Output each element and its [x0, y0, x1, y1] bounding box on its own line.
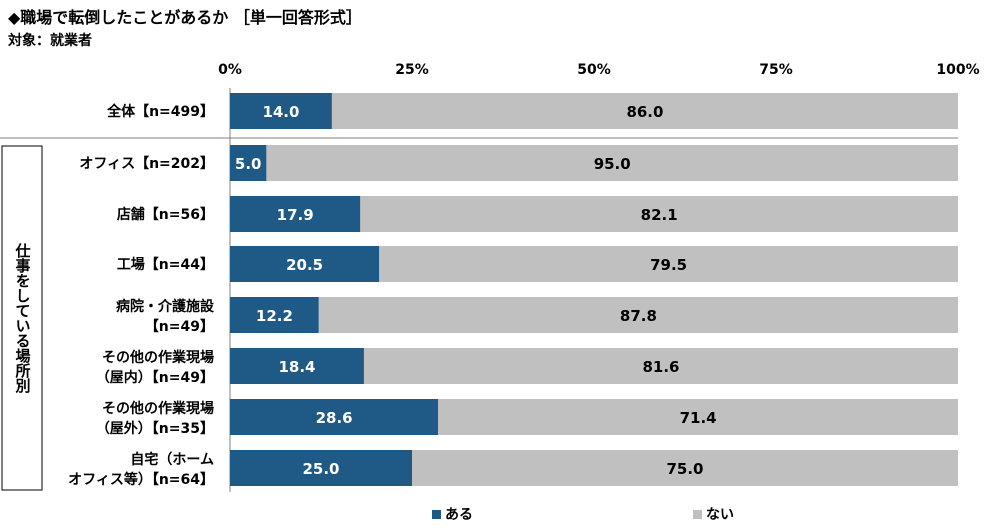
data-label: 17.9 — [277, 206, 314, 224]
data-label: 18.4 — [278, 358, 315, 376]
data-label: 86.0 — [626, 103, 663, 121]
bar-nai — [438, 399, 958, 435]
legend-label-aru: ある — [445, 507, 473, 523]
data-label: 95.0 — [594, 155, 631, 173]
category-label: （屋内）【n=49】 — [96, 369, 214, 386]
data-label: 79.5 — [650, 256, 687, 274]
category-label: 全体【n=499】 — [106, 103, 214, 120]
data-label: 28.6 — [316, 409, 353, 427]
data-label: 81.6 — [642, 358, 679, 376]
group-label: 仕事をしている場所別 — [14, 242, 32, 394]
bar-aru — [230, 196, 361, 232]
bar-nai — [379, 246, 958, 282]
data-label: 71.4 — [680, 409, 717, 427]
bar-nai — [318, 297, 958, 333]
category-label: （屋外）【n=35】 — [96, 420, 214, 437]
data-label: 12.2 — [256, 307, 293, 325]
category-label: オフィス【n=202】 — [79, 156, 214, 172]
bar-nai — [412, 450, 958, 486]
chart-subtitle: 対象：就業者 — [8, 33, 92, 49]
data-label: 75.0 — [666, 460, 703, 478]
data-label: 14.0 — [262, 103, 299, 121]
bar-nai — [363, 348, 958, 384]
data-label: 25.0 — [302, 460, 339, 478]
bar-aru — [230, 246, 380, 282]
bar-nai — [360, 196, 958, 232]
bar-aru — [230, 399, 439, 435]
x-tick-label: 25% — [395, 62, 429, 78]
category-label: 自宅（ホーム — [130, 451, 214, 468]
legend-swatch-nai — [693, 510, 702, 519]
legend-label-nai: ない — [706, 507, 734, 523]
category-label: 店舗【n=56】 — [117, 206, 214, 223]
legend-swatch-aru — [432, 510, 441, 519]
x-tick-label: 100% — [936, 62, 979, 78]
bar-aru — [230, 297, 319, 333]
data-label: 87.8 — [620, 307, 657, 325]
data-label: 20.5 — [286, 256, 323, 274]
category-label: 【n=49】 — [145, 319, 214, 335]
x-tick-label: 0% — [218, 62, 242, 78]
bar-aru — [230, 93, 332, 129]
data-label: 5.0 — [235, 155, 262, 173]
bar-aru — [230, 145, 267, 181]
x-tick-label: 75% — [759, 62, 793, 78]
bar-nai — [331, 93, 958, 129]
bar-aru — [230, 348, 364, 384]
category-label: その他の作業現場 — [102, 400, 214, 417]
category-label: 工場【n=44】 — [117, 256, 214, 273]
category-label: その他の作業現場 — [102, 349, 214, 366]
x-tick-label: 50% — [577, 62, 611, 78]
bar-aru — [230, 450, 412, 486]
chart-title: ◆職場で転倒したことがあるか ［単一回答形式］ — [8, 8, 362, 27]
category-label: 病院・介護施設 — [116, 298, 215, 315]
bar-nai — [266, 145, 958, 181]
data-label: 82.1 — [641, 206, 678, 224]
group-bracket — [1, 145, 43, 491]
category-label: オフィス等）【n=64】 — [68, 471, 214, 488]
